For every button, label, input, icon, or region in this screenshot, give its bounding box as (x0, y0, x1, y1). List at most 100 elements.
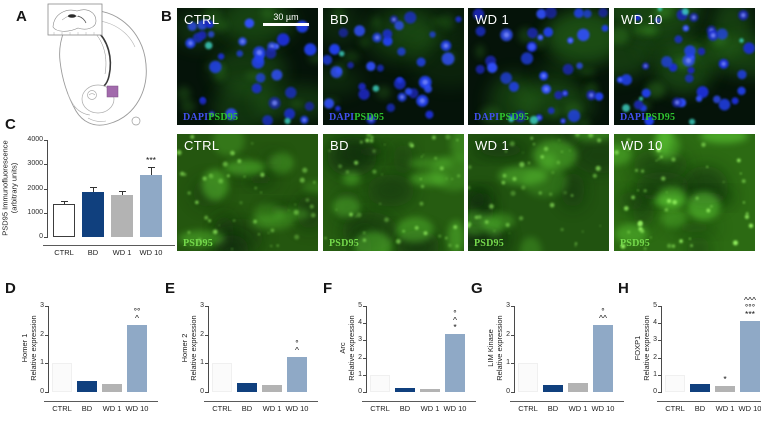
stain-label-dapi: DAPI (474, 112, 500, 123)
chart-panel-g: G LIM Kinase Relative expression 0 1 2 3 ° ^^ CTR… (466, 280, 624, 422)
bar-bd (690, 383, 710, 392)
bar-wd-1 (420, 389, 440, 392)
fluo-tile-top-ctrl: CTRL 30 µm DAPIPSD95 (177, 8, 318, 125)
bar-wd-10 (593, 325, 613, 392)
region-marker-square (106, 85, 119, 98)
y-tick-mark (658, 374, 661, 376)
stain-labels: PSD95 (183, 238, 213, 249)
error-bar-ctrl (64, 200, 65, 205)
y-tick-mark (511, 392, 514, 393)
significance-symbols: °° (133, 306, 141, 317)
x-category-label-bd: BD (547, 403, 559, 413)
y-axis-title: LIM Kinase Relative expression (486, 305, 504, 391)
bar-ctrl (518, 363, 538, 392)
condition-label: WD 1 (475, 12, 510, 27)
significance-wd-10: ° ^^ (586, 307, 620, 324)
stain-label-psd95: PSD95 (645, 112, 676, 123)
y-tick-label: 3 (200, 302, 204, 309)
y-axis-line (47, 140, 48, 238)
error-bar-bd (93, 186, 94, 193)
y-tick-mark (45, 306, 48, 307)
bar-ctrl (370, 374, 390, 392)
fluorescence-green-image (177, 134, 318, 251)
x-category-label-ctrl: CTRL (52, 403, 72, 413)
bar-ctrl (53, 204, 75, 237)
bar-bd (543, 385, 563, 392)
y-axis-title-line: Homer 1 (20, 333, 29, 363)
stain-label-psd95: PSD95 (329, 238, 359, 249)
error-bar-cap-wd-10 (147, 166, 155, 168)
stain-label-psd95: PSD95 (183, 238, 213, 249)
panel-f-label: F (323, 280, 333, 297)
bar-bd (82, 192, 104, 237)
fluorescence-green-image (614, 134, 755, 251)
stain-labels: PSD95 (474, 238, 504, 249)
panel-c-label: C (5, 116, 17, 133)
x-axis-rule (43, 245, 175, 246)
y-tick-label: 1 (653, 370, 657, 378)
stain-labels: DAPIPSD95 (329, 112, 384, 123)
fluo-tile-bottom-wd-1: WD 1 PSD95 (468, 134, 609, 251)
x-category-label-bd: BD (241, 403, 253, 413)
bar-wd-10 (127, 325, 147, 392)
x-axis-rule (510, 401, 624, 402)
x-category-label-wd-10: WD 10 (125, 403, 149, 413)
x-category-label-wd-10: WD 10 (591, 403, 615, 413)
ventricle-line (95, 29, 112, 87)
bar-bd (77, 381, 97, 392)
y-tick-label: 1 (506, 359, 510, 367)
scale-bar-line (263, 23, 309, 26)
y-tick-label: 3000 (27, 160, 43, 168)
stain-label-dapi: DAPI (620, 112, 646, 123)
y-tick-label: 0 (506, 388, 510, 395)
bar-ctrl (52, 363, 72, 392)
y-tick-mark (363, 392, 366, 393)
fluorescence-merge-image (614, 8, 755, 125)
y-tick-mark (45, 392, 48, 393)
significance-wd-10: ° ^ (280, 339, 314, 355)
error-bar-cap-bd (89, 186, 97, 188)
x-category-label-ctrl: CTRL (212, 403, 232, 413)
significance-symbols: *** (146, 154, 156, 165)
stain-label-psd95: PSD95 (620, 238, 650, 249)
y-axis-title-line: Relative expression (29, 315, 38, 381)
y-axis-title: PSD95 Immunofluorescence (arbitrary units… (0, 139, 18, 236)
fluo-tile-bottom-wd-10: WD 10 PSD95 (614, 134, 755, 251)
stain-label-dapi: DAPI (329, 112, 355, 123)
y-tick-label: 2000 (27, 184, 43, 192)
y-axis-line (514, 306, 515, 393)
y-axis-title-line: Homer 2 (180, 333, 189, 363)
y-axis-line (208, 306, 209, 393)
significance-wd-10: °° ^ (120, 306, 154, 323)
stain-labels: DAPIPSD95 (183, 112, 238, 123)
y-axis-line (366, 306, 367, 393)
y-tick-label: 0 (358, 388, 362, 395)
y-tick-mark (205, 334, 208, 336)
x-category-label-wd-10: WD 10 (285, 403, 309, 413)
significance-symbols: ^^ (599, 313, 607, 324)
condition-label: WD 10 (621, 12, 663, 27)
y-tick-label: 1000 (27, 208, 43, 216)
stain-labels: DAPIPSD95 (620, 112, 675, 123)
y-tick-mark (44, 237, 47, 238)
y-tick-mark (205, 306, 208, 307)
brain-atlas-schematic (47, 3, 147, 126)
significance-wd-10: ^^^ °°° *** (733, 296, 761, 319)
stain-label-psd95: PSD95 (354, 112, 385, 123)
scale-bar: 30 µm (263, 12, 309, 26)
x-category-label-ctrl: CTRL (518, 403, 538, 413)
y-tick-label: 5 (358, 302, 362, 309)
condition-label: BD (330, 12, 349, 27)
condition-label: BD (330, 138, 349, 153)
x-category-label-wd-1: WD 1 (715, 403, 735, 413)
fluo-tile-bottom-ctrl: CTRL PSD95 (177, 134, 318, 251)
panel-a-label: A (16, 8, 28, 25)
panel-e-label: E (165, 280, 176, 297)
x-category-label-wd-1: WD 1 (568, 403, 588, 413)
panel-b-label: B (161, 8, 173, 25)
x-category-label-bd: BD (399, 403, 411, 413)
y-tick-label: 4 (358, 319, 362, 327)
x-category-label-bd: BD (87, 247, 99, 257)
y-axis-title-line: (arbitrary units) (9, 162, 18, 213)
fluorescence-green-image (323, 134, 464, 251)
